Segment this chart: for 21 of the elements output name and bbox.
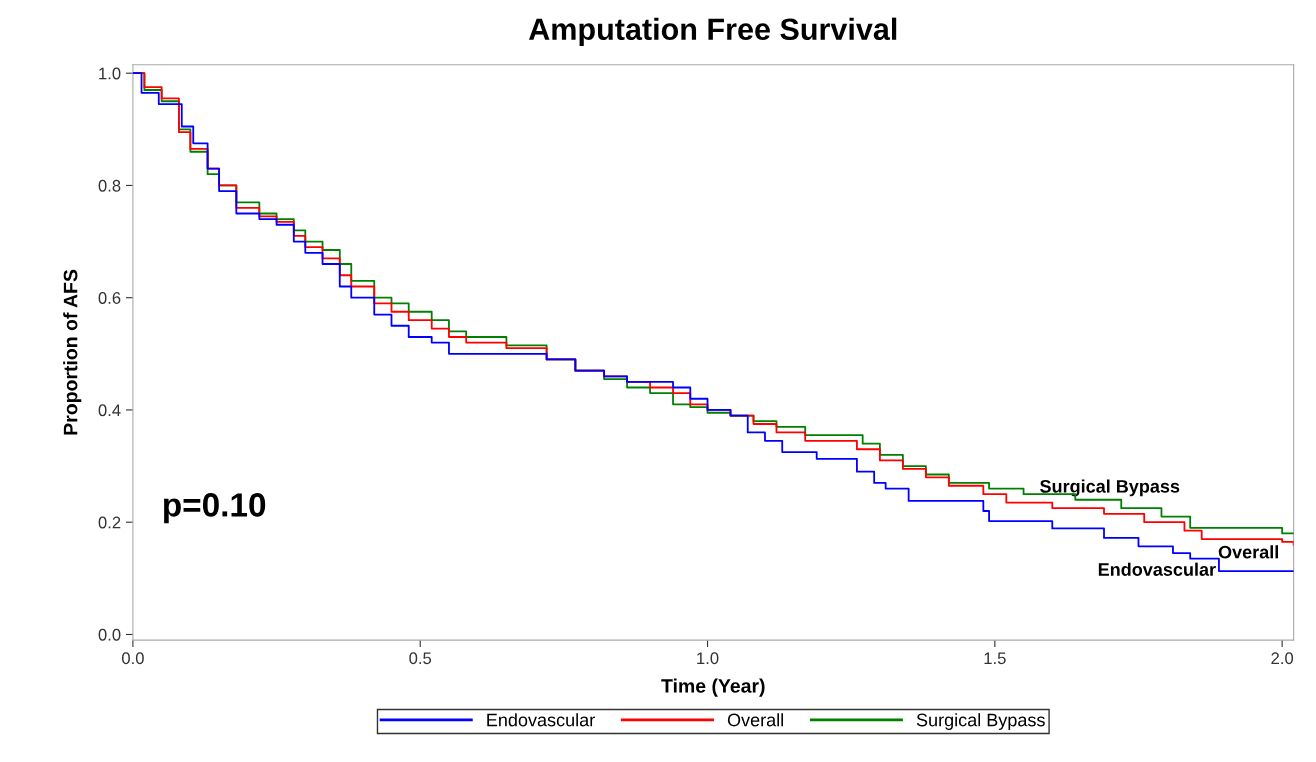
y-tick-label: 0.0 xyxy=(98,628,121,641)
annotation: Surgical Bypass xyxy=(1040,479,1180,497)
x-axis-title: Time (Year) xyxy=(661,678,765,697)
annotation: p=0.10 xyxy=(164,493,266,524)
chart-title: Amputation Free Survival xyxy=(528,17,897,47)
x-tick-label: 0.0 xyxy=(121,652,144,665)
y-tick-label: 0.2 xyxy=(98,516,121,529)
x-tick-label: 1.5 xyxy=(984,652,1006,665)
y-axis-title: Proportion of AFS xyxy=(63,269,82,435)
y-tick-label: 0.6 xyxy=(98,292,121,304)
y-tick-label: 1.0 xyxy=(99,67,121,80)
legend-label: Surgical Bypass xyxy=(916,713,1045,730)
y-tick-label: 0.4 xyxy=(98,404,121,417)
y-tick-label: 0.8 xyxy=(98,179,121,192)
x-tick-label: 1.0 xyxy=(697,652,719,665)
annotation: Endovascular xyxy=(1098,562,1216,576)
x-tick-label: 0.5 xyxy=(409,652,432,665)
legend-label: Overall xyxy=(727,713,783,727)
annotation: Overall xyxy=(1218,545,1278,559)
legend-label: Endovascular xyxy=(487,713,595,727)
x-tick-label: 2.0 xyxy=(1271,652,1294,665)
